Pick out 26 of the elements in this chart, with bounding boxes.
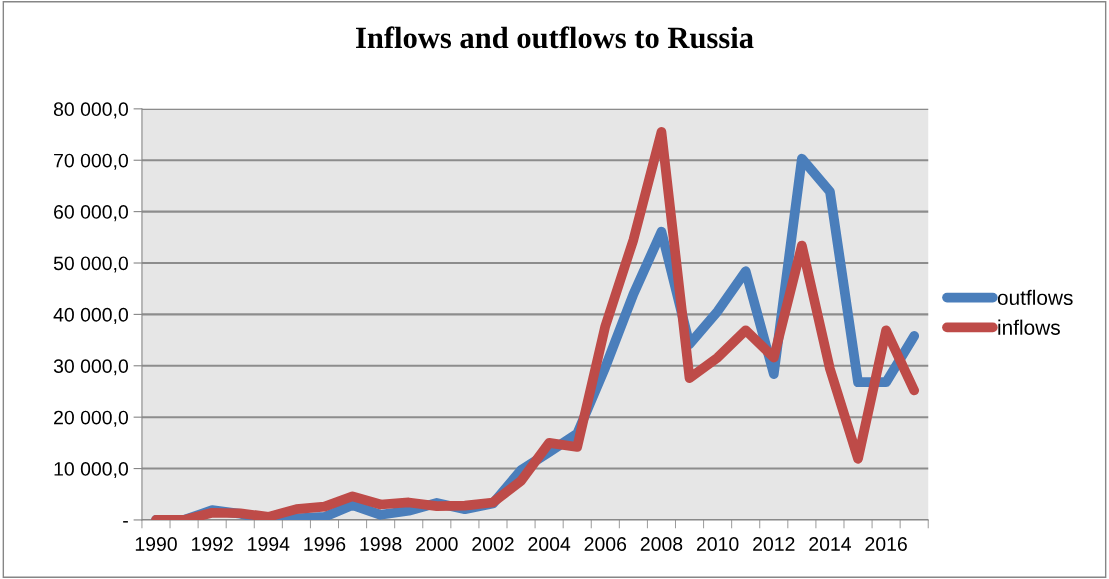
legend-label: inflows	[998, 319, 1060, 335]
y-tick-label: 80 000,0	[53, 102, 128, 119]
x-tick-label: 2014	[809, 537, 852, 551]
x-tick-label: 2008	[640, 537, 683, 551]
x-tick-label: 1990	[135, 537, 177, 551]
x-tick-label: 2000	[416, 537, 458, 551]
x-tick-label: 1994	[248, 537, 290, 551]
legend-label: outflows	[997, 289, 1073, 306]
y-tick-label: -	[123, 521, 128, 523]
x-tick-label: 1996	[304, 537, 346, 551]
y-tick-label: 10 000,0	[54, 462, 128, 479]
y-tick-label: 40 000,0	[53, 307, 128, 324]
y-tick-label: 20 000,0	[54, 410, 128, 427]
x-tick-label: 2010	[696, 537, 739, 551]
y-tick-label: 60 000,0	[54, 205, 128, 222]
x-tick-label: 2006	[584, 537, 627, 551]
x-tick-label: 1992	[192, 537, 233, 551]
chart-title: Inflows and outflows to Russia	[356, 26, 754, 49]
y-tick-label: 70 000,0	[54, 153, 128, 170]
x-tick-label: 2012	[753, 537, 795, 551]
x-tick-label: 1998	[360, 537, 402, 551]
x-tick-label: 2002	[472, 537, 514, 551]
y-tick-label: 30 000,0	[53, 359, 128, 376]
x-tick-label: 2004	[528, 537, 571, 551]
x-tick-label: 2016	[865, 537, 907, 551]
y-tick-label: 50 000,0	[53, 256, 128, 273]
